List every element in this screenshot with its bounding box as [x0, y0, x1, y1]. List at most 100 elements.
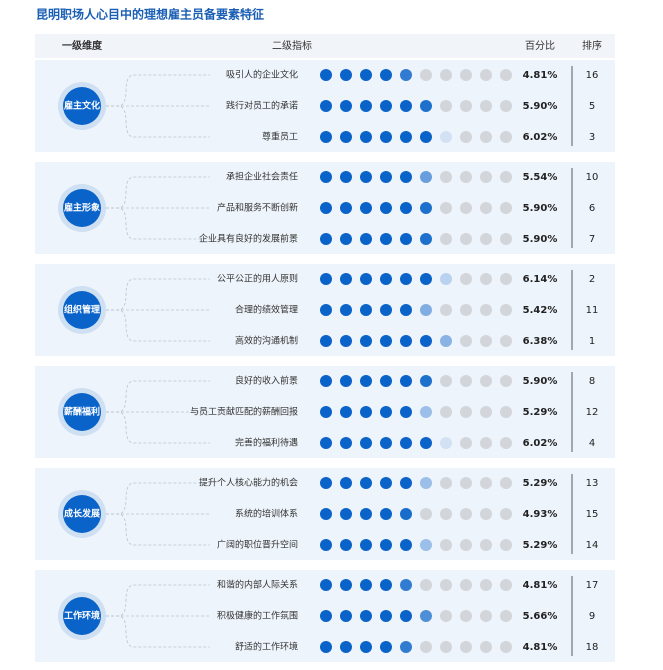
dot [440, 202, 452, 214]
dot [420, 233, 432, 245]
dot [440, 579, 452, 591]
connector [106, 176, 210, 209]
dot [400, 69, 412, 81]
dot [460, 539, 472, 551]
rank: 6 [589, 203, 595, 214]
dot [480, 335, 492, 347]
indicator: 企业具有良好的发展前景 [199, 233, 298, 245]
dot [380, 641, 392, 653]
dot [420, 610, 432, 622]
dot [500, 335, 512, 347]
dot [480, 69, 492, 81]
dot [480, 610, 492, 622]
connector [106, 482, 210, 515]
dot [420, 100, 432, 112]
dot [460, 273, 472, 285]
dot [420, 508, 432, 520]
percent: 6.02% [523, 132, 558, 143]
dot [380, 100, 392, 112]
dot [420, 273, 432, 285]
dot [340, 233, 352, 245]
percent: 5.90% [523, 234, 558, 245]
indicator: 产品和服务不断创新 [217, 202, 298, 214]
rank: 9 [589, 611, 595, 622]
dot [380, 304, 392, 316]
dimension: 雇主形象 [64, 202, 100, 214]
connector [106, 615, 210, 648]
dot [320, 131, 332, 143]
dot [340, 100, 352, 112]
dot [440, 69, 452, 81]
dot [400, 273, 412, 285]
dot [440, 304, 452, 316]
dot [380, 335, 392, 347]
percent: 5.90% [523, 376, 558, 387]
dot [360, 131, 372, 143]
percent: 4.81% [523, 70, 558, 81]
dot [500, 100, 512, 112]
rank: 12 [586, 407, 599, 418]
percent: 6.14% [523, 274, 558, 285]
indicator: 广阔的职位晋升空间 [217, 539, 298, 551]
dot [340, 202, 352, 214]
dot [440, 273, 452, 285]
dot [400, 406, 412, 418]
dot [480, 437, 492, 449]
rank: 3 [589, 132, 595, 143]
dot [500, 641, 512, 653]
dot [380, 579, 392, 591]
dot [420, 641, 432, 653]
badge [63, 393, 101, 431]
dot [420, 171, 432, 183]
percent: 5.29% [523, 540, 558, 551]
dot [500, 273, 512, 285]
dot [380, 375, 392, 387]
dot [480, 477, 492, 489]
connector [106, 380, 210, 413]
dimension: 雇主文化 [64, 100, 100, 112]
dot [460, 437, 472, 449]
title: 昆明职场人心目中的理想雇主员备要素特征 [36, 7, 264, 22]
dot [360, 508, 372, 520]
percent: 5.90% [523, 101, 558, 112]
dot [380, 508, 392, 520]
dot [400, 508, 412, 520]
dot [360, 579, 372, 591]
dot [480, 539, 492, 551]
dot [500, 171, 512, 183]
dot [500, 579, 512, 591]
rank: 4 [589, 438, 595, 449]
dot [320, 335, 332, 347]
percent: 4.81% [523, 580, 558, 591]
dot [340, 641, 352, 653]
dot [320, 539, 332, 551]
dot [340, 375, 352, 387]
dot [400, 304, 412, 316]
rank: 10 [586, 172, 599, 183]
dot [420, 539, 432, 551]
dot [500, 304, 512, 316]
dot [360, 539, 372, 551]
dot [320, 233, 332, 245]
percent: 5.66% [523, 611, 558, 622]
dot [500, 539, 512, 551]
dot [480, 304, 492, 316]
connector [106, 278, 210, 311]
dot [440, 508, 452, 520]
dot [380, 233, 392, 245]
dot [480, 273, 492, 285]
dot [320, 202, 332, 214]
dot [340, 69, 352, 81]
dot [460, 477, 472, 489]
rank: 1 [589, 336, 595, 347]
dot [360, 202, 372, 214]
badge [63, 189, 101, 227]
dot [360, 171, 372, 183]
dot [360, 437, 372, 449]
rank: 8 [589, 376, 595, 387]
dot [380, 610, 392, 622]
dot [460, 131, 472, 143]
indicator: 吸引人的企业文化 [226, 69, 298, 81]
dot [400, 335, 412, 347]
connector [106, 584, 210, 617]
